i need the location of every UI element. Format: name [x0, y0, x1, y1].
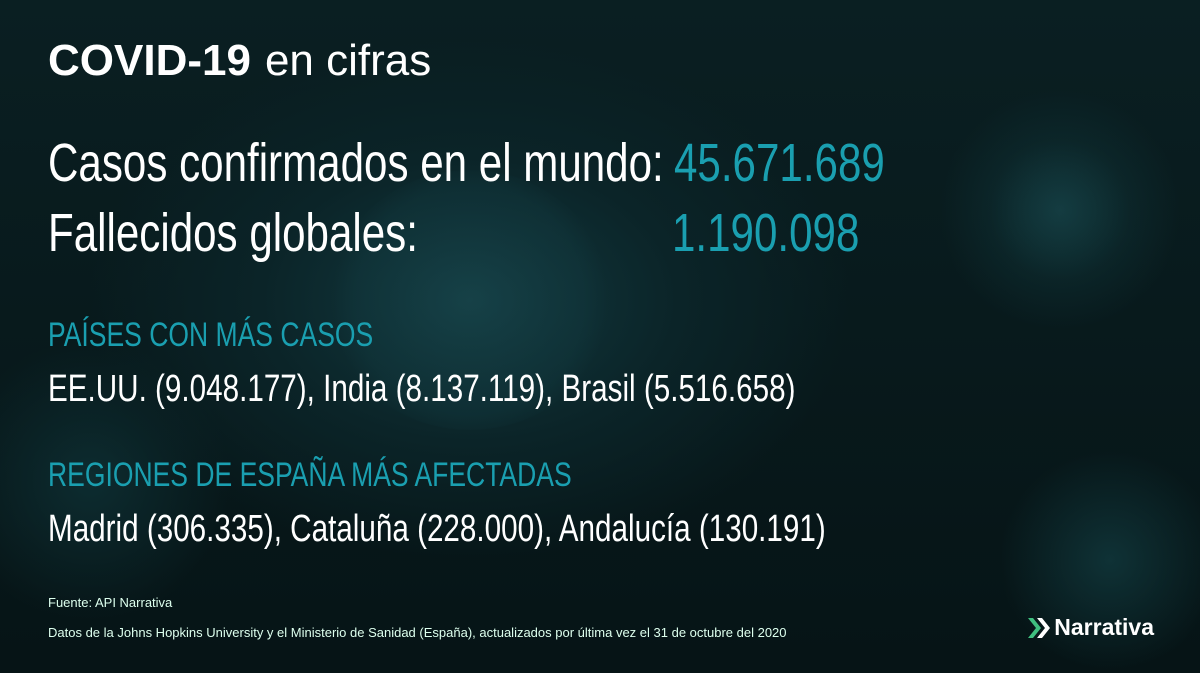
countries-heading: PAÍSES CON MÁS CASOS	[48, 316, 374, 354]
deaths-label: Fallecidos globales:	[48, 203, 418, 263]
source-text: Fuente: API Narrativa	[48, 595, 173, 610]
narrativa-logo-icon	[1028, 617, 1051, 638]
footer-note: Datos de la Johns Hopkins University y e…	[48, 625, 787, 640]
regions-text: Madrid (306.335), Cataluña (228.000), An…	[48, 508, 826, 550]
deaths-value: 1.190.098	[672, 203, 860, 263]
narrativa-logo: Narrativa	[1028, 614, 1154, 641]
countries-text: EE.UU. (9.048.177), India (8.137.119), B…	[48, 368, 796, 410]
confirmed-label: Casos confirmados en el mundo:	[48, 133, 664, 193]
confirmed-value: 45.671.689	[674, 133, 885, 193]
regions-heading: REGIONES DE ESPAÑA MÁS AFECTADAS	[48, 456, 572, 494]
page-title: COVID-19 en cifras	[48, 36, 432, 85]
virus-illustration-small	[990, 140, 1130, 280]
virus-illustration	[330, 170, 610, 430]
